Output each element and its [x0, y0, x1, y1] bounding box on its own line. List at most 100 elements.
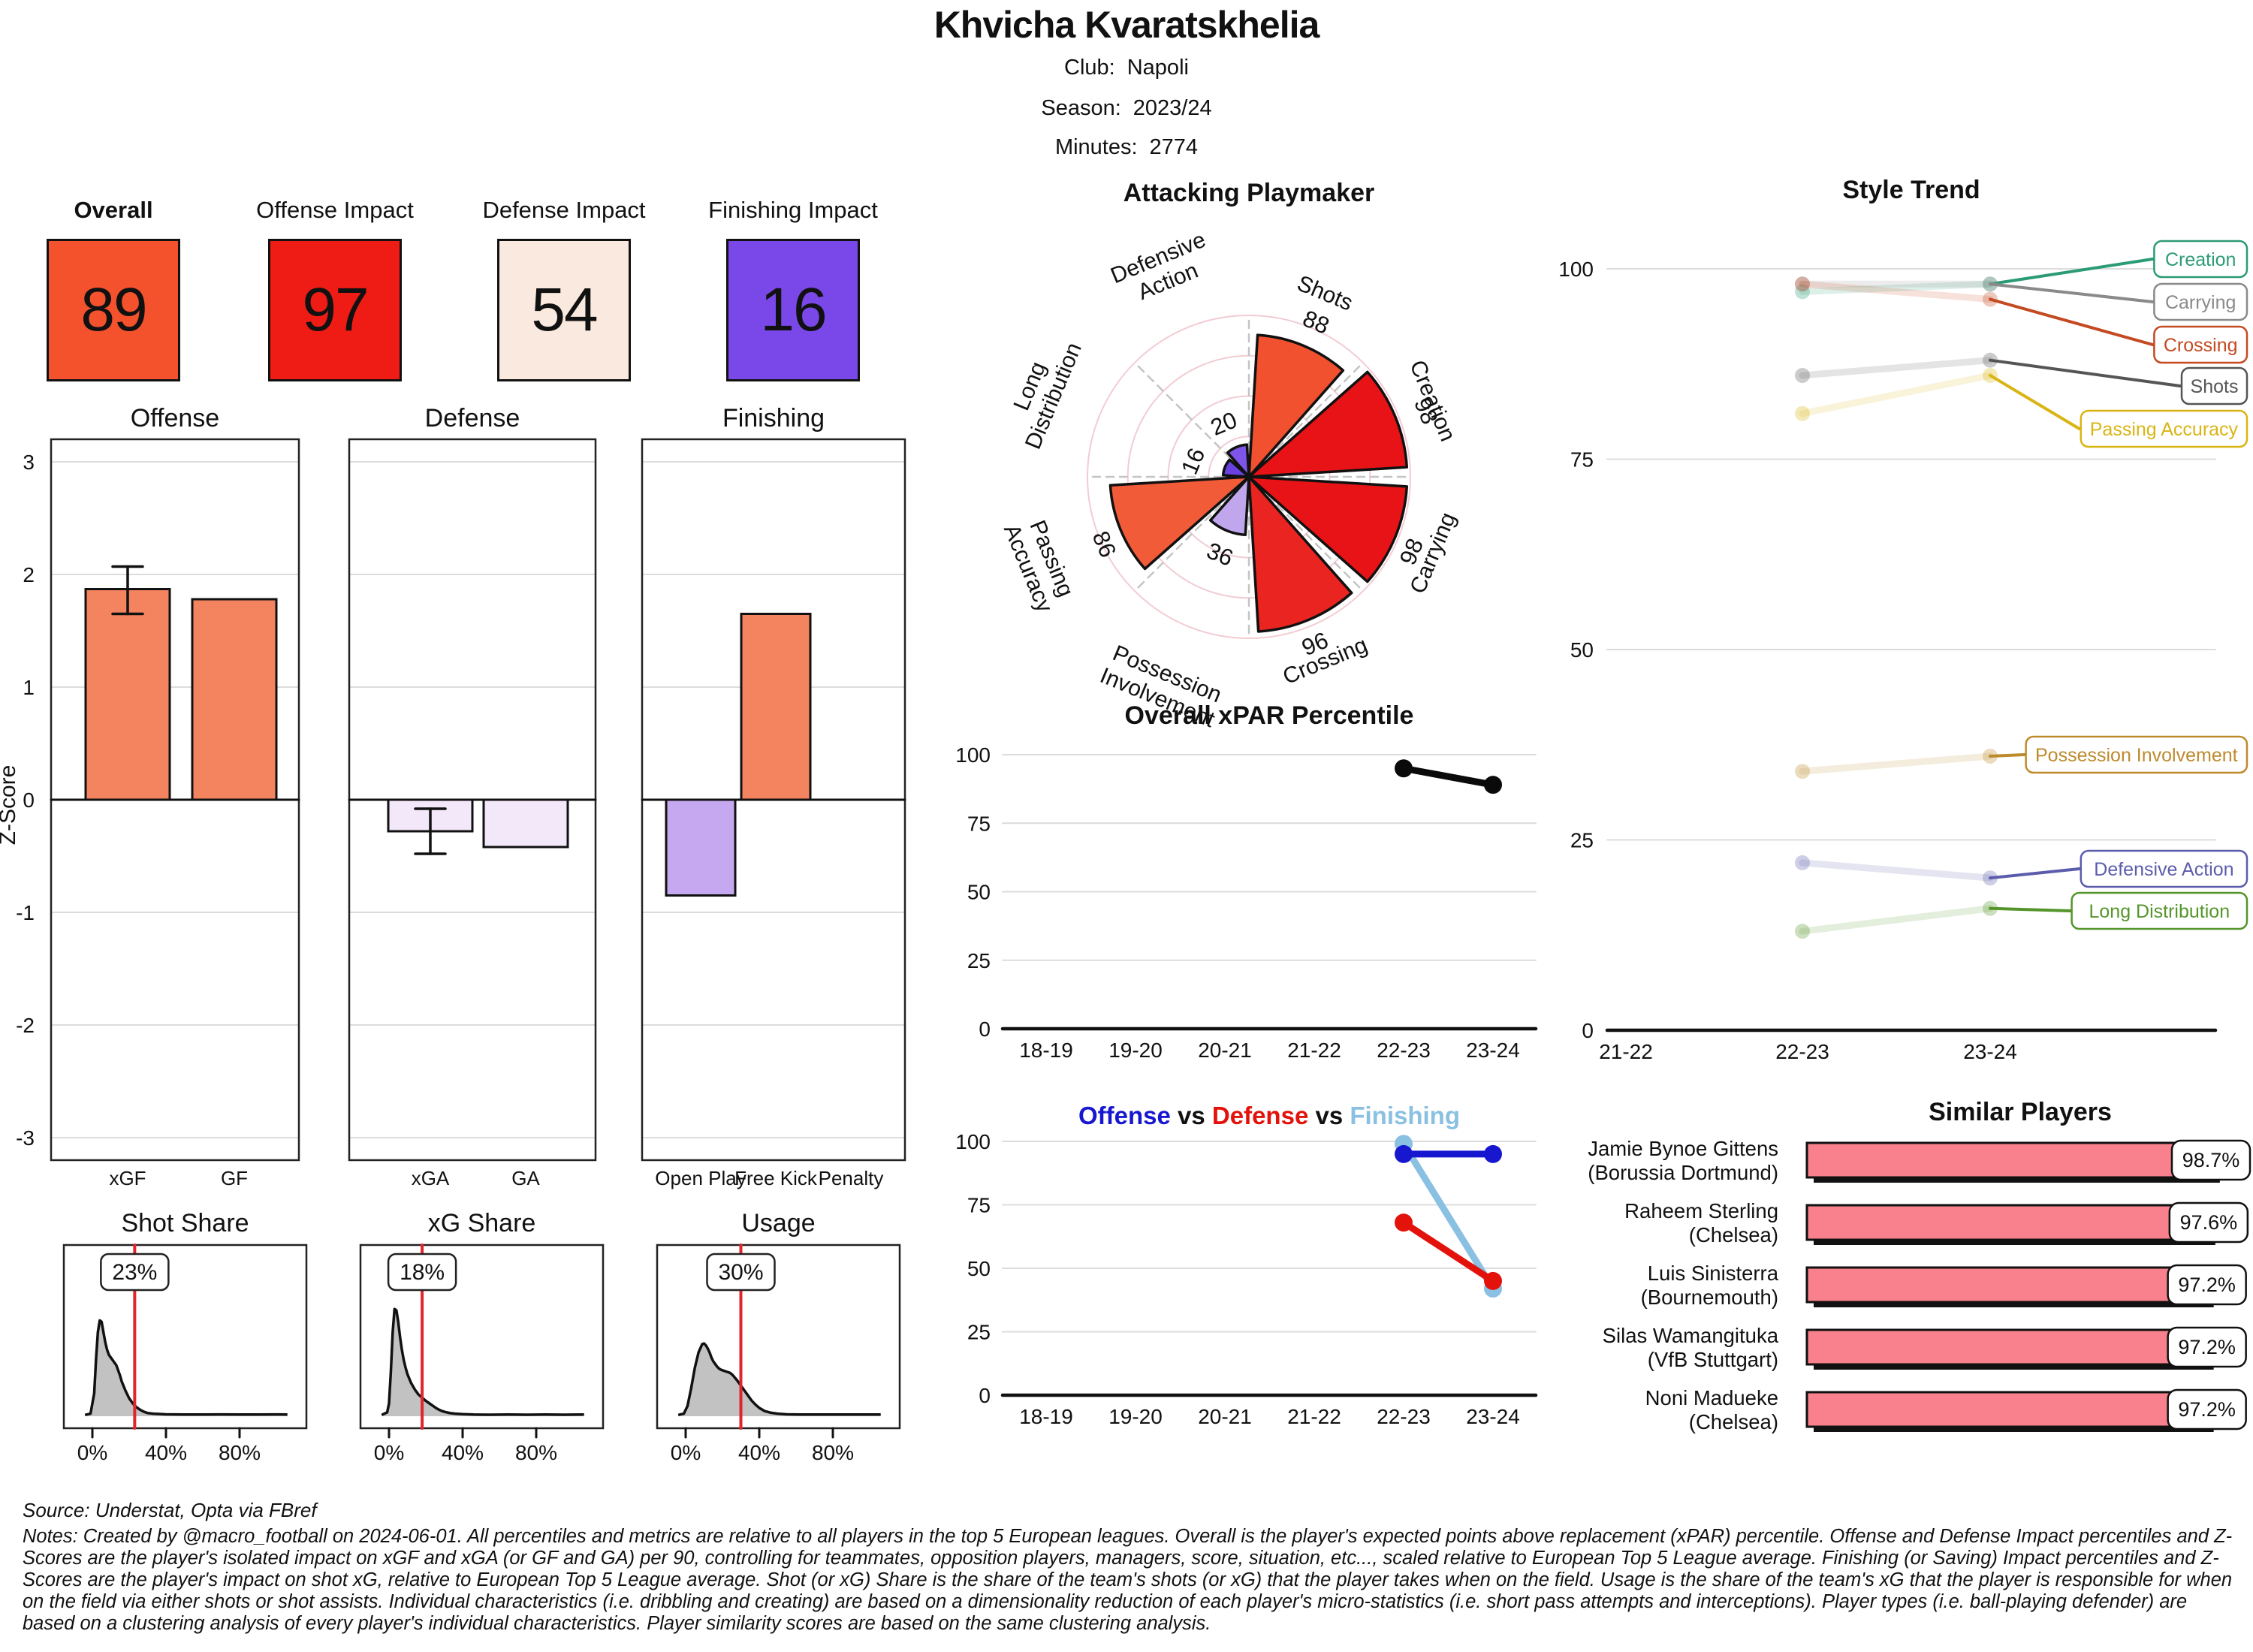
x-tick-label: 21-22 — [1287, 1405, 1341, 1428]
axis-label: LongDistribution — [997, 330, 1087, 453]
x-tick-label: 18-19 — [1019, 1039, 1073, 1062]
trend-line-creation — [1799, 280, 1994, 295]
similarity-bar — [1805, 1141, 2215, 1179]
y-tick-label: 25 — [1570, 829, 1594, 852]
x-tick-label: 40% — [738, 1441, 780, 1464]
wedge-long-distribution — [1221, 458, 1250, 478]
similar-player-row: Luis Sinisterra(Bournemouth) 97.2% — [1641, 1262, 2247, 1309]
panel-title: Usage — [741, 1209, 815, 1237]
series-label-box — [2080, 849, 2248, 888]
similarity-value-box — [2167, 1264, 2247, 1306]
y-tick-label: 0 — [1582, 1019, 1594, 1042]
y-tick-label: 100 — [1558, 258, 1594, 281]
series-line-overall xpar — [1400, 764, 1497, 788]
player-name: Luis Sinisterra — [1648, 1262, 1779, 1285]
x-tick-label: 40% — [442, 1441, 484, 1464]
x-tick-label: Free Kick — [734, 1167, 818, 1189]
series-label: Carrying — [2165, 292, 2236, 313]
bar-GF — [191, 598, 278, 801]
club-label: Club: — [1064, 56, 1115, 80]
similar-player-row: Silas Wamangituka(VfB Stuttgart) 97.2% — [1603, 1324, 2247, 1371]
trend-line-possession involvement — [1799, 752, 1994, 775]
point-overall xpar — [1395, 759, 1413, 778]
y-tick-label: 0 — [979, 1017, 991, 1041]
y-tick-label: 100 — [955, 1130, 991, 1153]
series-label: Passing Accuracy — [2090, 419, 2239, 440]
series-label: Crossing — [2164, 335, 2238, 356]
y-tick-label: -1 — [16, 901, 35, 924]
club-line: Club: Napoli — [0, 56, 2253, 80]
y-tick-label: 50 — [1570, 638, 1594, 662]
series-label: Defensive Action — [2094, 859, 2233, 880]
similarity-value-box — [2170, 1139, 2251, 1181]
density-charts: Shot Share 23% 0% 40% 80% xG Share 18% 0% 40% 80%… — [62, 1209, 901, 1464]
series-label-box — [2025, 735, 2248, 774]
odf-title: Offense vs Defense vs Finishing — [1078, 1102, 1460, 1129]
density-curve — [84, 1319, 288, 1417]
radial-gridline — [1133, 485, 1241, 592]
radial-gridline — [1257, 361, 1365, 469]
marker-value: 18% — [400, 1260, 445, 1285]
impact-value: 89 — [80, 276, 147, 344]
trend-line-shots — [1799, 357, 1994, 379]
trend-point — [1795, 276, 1810, 292]
similarity-value: 97.2% — [2178, 1336, 2236, 1358]
axis-label: Shots — [1293, 271, 1356, 316]
minutes-value: 2774 — [1149, 135, 1199, 159]
y-tick-label: 50 — [967, 881, 991, 904]
series-label-box — [2071, 891, 2248, 930]
similarity-bar — [1805, 1266, 2209, 1304]
player-club: (Bournemouth) — [1641, 1286, 1778, 1309]
similarity-bar — [1805, 1204, 2210, 1241]
wedge-defensive-action — [1226, 443, 1250, 478]
y-tick-label: 0 — [23, 788, 35, 812]
trend-point — [1795, 284, 1810, 300]
similarity-bar — [1805, 1328, 2209, 1366]
x-tick-label: Open Play — [655, 1167, 746, 1189]
similarity-value-box — [2168, 1201, 2249, 1244]
impact-value-box: 16 — [726, 239, 860, 381]
minutes-line: Minutes: 2774 — [0, 135, 2253, 160]
wedge-value: 20 — [1207, 406, 1241, 441]
impact-value-box: 89 — [47, 239, 180, 381]
trend-line-defensive action — [1799, 859, 1994, 882]
player-name: Noni Madueke — [1645, 1386, 1778, 1409]
label-leader-line — [1989, 258, 2155, 286]
y-tick-label: 25 — [967, 1321, 991, 1344]
series-label: Possession Involvement — [2035, 745, 2238, 766]
similar-players-chart: Jamie Bynoe Gittens(Borussia Dortmund) 98… — [1588, 1137, 2251, 1433]
y-tick-label: 50 — [967, 1257, 991, 1280]
x-tick-label: 19-20 — [1108, 1405, 1163, 1428]
x-tick-label: 19-20 — [1108, 1039, 1163, 1062]
similar-player-row: Raheem Sterling(Chelsea) 97.6% — [1624, 1199, 2249, 1247]
x-tick-label: 22-23 — [1377, 1405, 1431, 1428]
bar-Free Kick — [740, 613, 812, 801]
series-line-defense — [1400, 1219, 1497, 1285]
odf-chart: Offense vs Defense vs Finishing 0 25 50 75 10… — [955, 1102, 1538, 1428]
wedge-shots — [1247, 333, 1345, 478]
trend-point — [1795, 855, 1810, 870]
series-label-box — [2080, 409, 2248, 448]
bar-Open Play — [665, 798, 737, 897]
style-trend-title: Style Trend — [1842, 176, 1980, 204]
trend-point — [1795, 367, 1810, 383]
bar-GA — [482, 798, 569, 849]
x-tick-label: 18-19 — [1019, 1405, 1073, 1428]
x-tick-label: GF — [221, 1167, 248, 1189]
similarity-bar — [1805, 1391, 2209, 1428]
trend-point — [1795, 405, 1810, 421]
label-leader-line — [1989, 358, 2182, 387]
trend-line-long distribution — [1799, 905, 1994, 935]
wedge-creation — [1247, 370, 1409, 478]
wedge-value: 86 — [1087, 527, 1122, 561]
y-tick-label: -2 — [16, 1014, 35, 1037]
x-tick-label: 80% — [515, 1441, 557, 1464]
series-label-box — [2153, 240, 2248, 279]
x-tick-label: 40% — [145, 1441, 187, 1464]
similarity-value: 97.2% — [2178, 1398, 2236, 1421]
x-tick-label: 22-23 — [1377, 1039, 1431, 1062]
x-tick-label: 20-21 — [1198, 1039, 1252, 1062]
page-title: Khvicha Kvaratskhelia — [933, 4, 1320, 46]
